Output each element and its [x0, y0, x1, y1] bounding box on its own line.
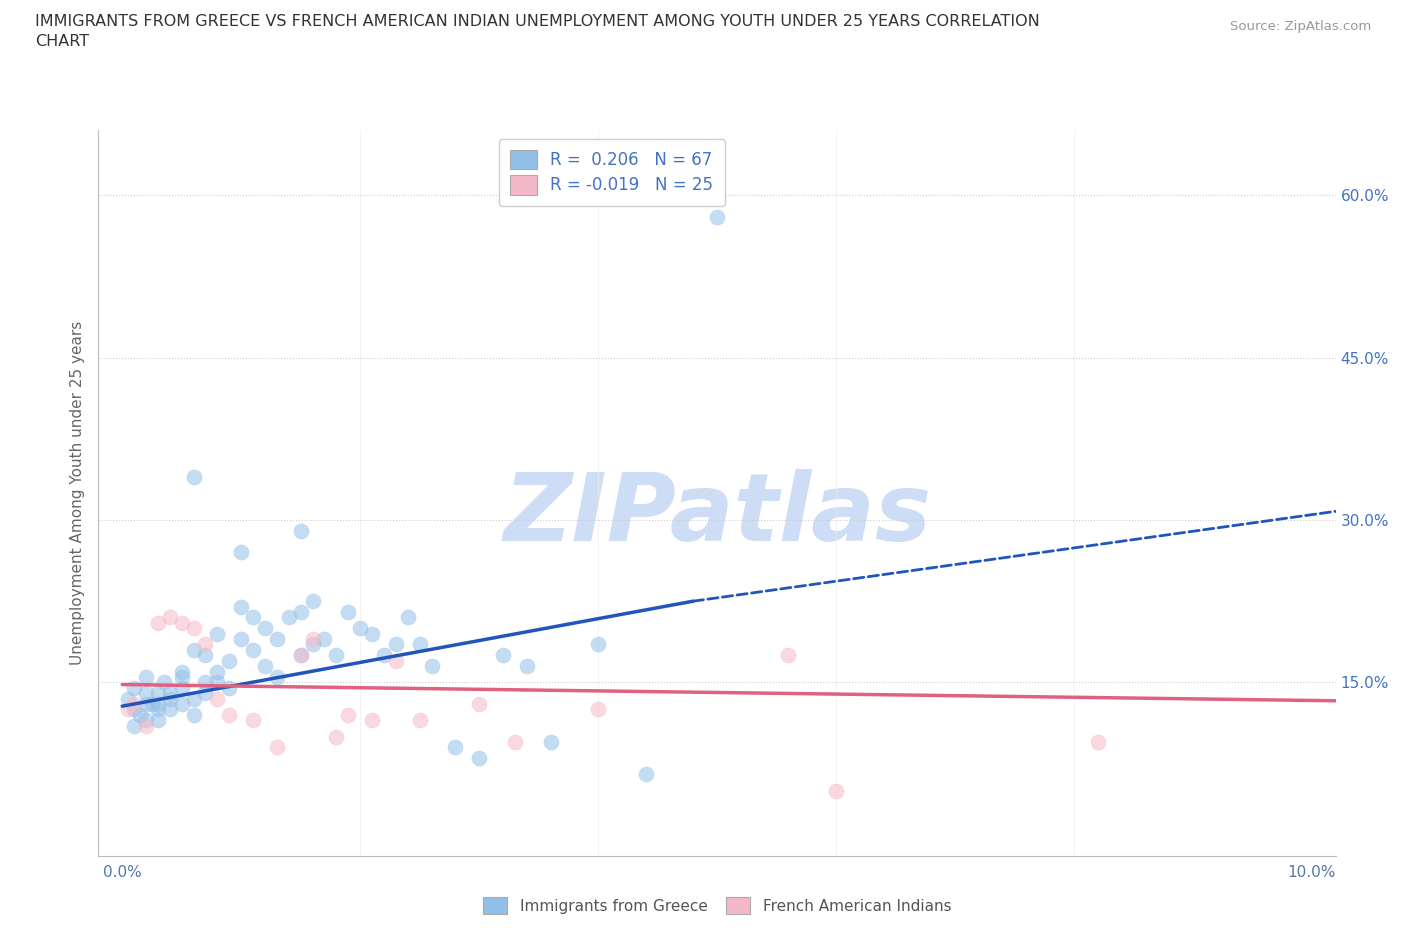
Point	[253, 658, 276, 673]
Point	[170, 670, 193, 684]
Point	[207, 691, 229, 706]
Point	[420, 658, 443, 673]
Point	[141, 697, 163, 711]
Text: ZIPatlas: ZIPatlas	[503, 469, 931, 561]
Point	[146, 685, 169, 700]
Point	[183, 470, 205, 485]
Point	[385, 653, 408, 668]
Point	[183, 621, 205, 636]
Point	[159, 610, 181, 625]
Point	[778, 648, 800, 663]
Point	[135, 697, 157, 711]
Point	[408, 637, 430, 652]
Point	[170, 664, 193, 679]
Point	[122, 702, 145, 717]
Point	[218, 653, 240, 668]
Point	[361, 712, 384, 727]
Point	[586, 702, 609, 717]
Point	[159, 702, 181, 717]
Point	[290, 648, 312, 663]
Point	[194, 685, 217, 700]
Point	[122, 681, 145, 696]
Point	[117, 702, 139, 717]
Text: Source: ZipAtlas.com: Source: ZipAtlas.com	[1230, 20, 1371, 33]
Point	[503, 735, 526, 750]
Point	[159, 691, 181, 706]
Point	[408, 712, 430, 727]
Point	[129, 708, 152, 723]
Point	[516, 658, 538, 673]
Point	[706, 209, 728, 224]
Text: CHART: CHART	[35, 34, 89, 49]
Point	[231, 545, 253, 560]
Point	[194, 648, 217, 663]
Point	[242, 643, 264, 658]
Point	[301, 593, 323, 608]
Point	[194, 675, 217, 690]
Point	[242, 712, 264, 727]
Point	[135, 718, 157, 733]
Point	[634, 767, 657, 782]
Point	[170, 697, 193, 711]
Point	[1087, 735, 1109, 750]
Point	[170, 616, 193, 631]
Legend: Immigrants from Greece, French American Indians: Immigrants from Greece, French American …	[477, 891, 957, 921]
Point	[183, 708, 205, 723]
Point	[301, 637, 323, 652]
Point	[337, 604, 360, 619]
Point	[290, 524, 312, 538]
Point	[277, 610, 299, 625]
Point	[218, 708, 240, 723]
Point	[586, 637, 609, 652]
Point	[218, 681, 240, 696]
Point	[325, 648, 347, 663]
Point	[146, 702, 169, 717]
Point	[266, 740, 288, 755]
Point	[207, 675, 229, 690]
Point	[301, 631, 323, 646]
Point	[444, 740, 467, 755]
Point	[117, 691, 139, 706]
Point	[468, 697, 491, 711]
Point	[242, 610, 264, 625]
Point	[183, 691, 205, 706]
Point	[146, 697, 169, 711]
Point	[231, 599, 253, 614]
Point	[253, 621, 276, 636]
Point	[135, 670, 157, 684]
Point	[825, 783, 848, 798]
Point	[540, 735, 562, 750]
Point	[325, 729, 347, 744]
Point	[290, 604, 312, 619]
Point	[207, 626, 229, 641]
Y-axis label: Unemployment Among Youth under 25 years: Unemployment Among Youth under 25 years	[69, 321, 84, 665]
Point	[314, 631, 336, 646]
Point	[337, 708, 360, 723]
Point	[170, 681, 193, 696]
Point	[266, 670, 288, 684]
Point	[290, 648, 312, 663]
Point	[492, 648, 515, 663]
Point	[146, 712, 169, 727]
Point	[183, 643, 205, 658]
Point	[159, 685, 181, 700]
Point	[207, 664, 229, 679]
Point	[146, 616, 169, 631]
Point	[231, 631, 253, 646]
Point	[396, 610, 419, 625]
Point	[194, 637, 217, 652]
Point	[153, 675, 176, 690]
Point	[122, 697, 145, 711]
Point	[266, 631, 288, 646]
Point	[468, 751, 491, 765]
Point	[135, 712, 157, 727]
Point	[361, 626, 384, 641]
Point	[135, 685, 157, 700]
Point	[373, 648, 395, 663]
Point	[349, 621, 371, 636]
Point	[122, 718, 145, 733]
Text: IMMIGRANTS FROM GREECE VS FRENCH AMERICAN INDIAN UNEMPLOYMENT AMONG YOUTH UNDER : IMMIGRANTS FROM GREECE VS FRENCH AMERICA…	[35, 14, 1040, 29]
Point	[385, 637, 408, 652]
